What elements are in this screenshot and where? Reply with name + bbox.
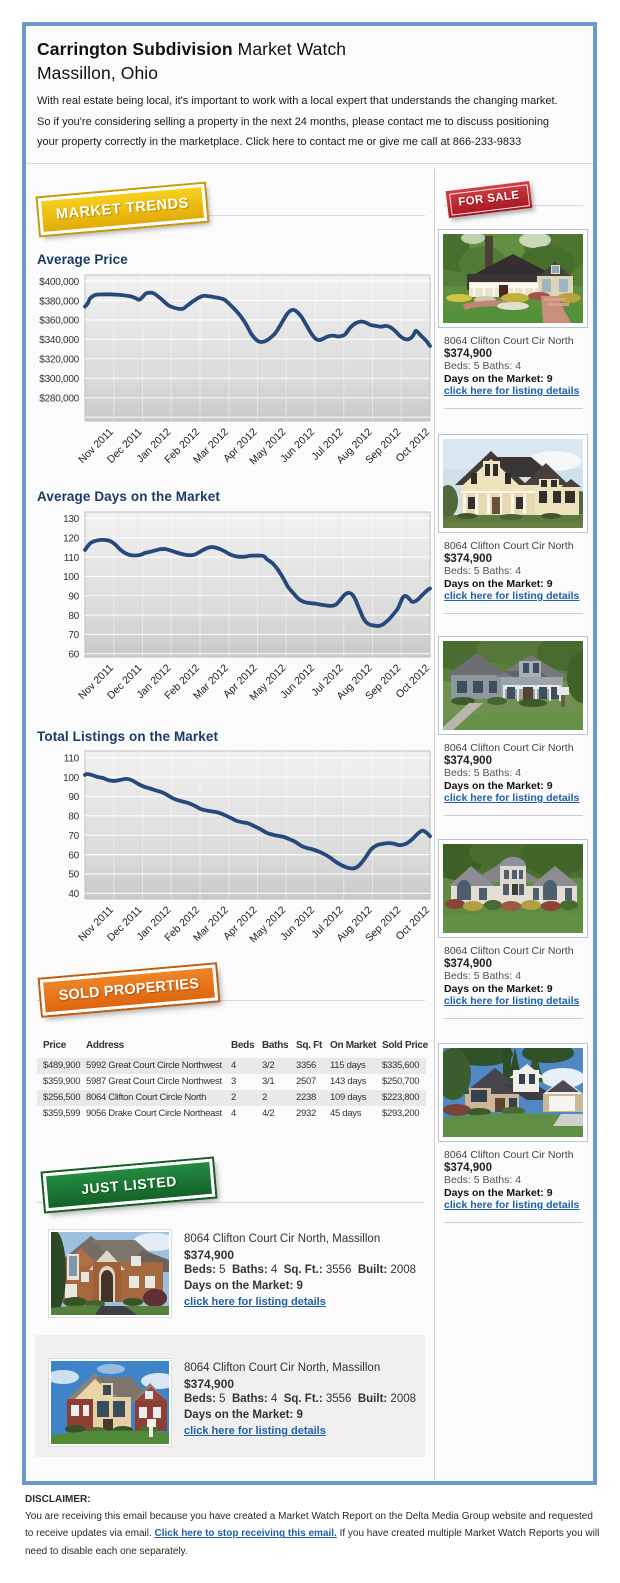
- svg-text:60: 60: [68, 850, 79, 861]
- svg-text:80: 80: [68, 812, 79, 823]
- svg-text:110: 110: [64, 754, 80, 765]
- svg-text:50: 50: [68, 870, 79, 881]
- svg-text:$300,000: $300,000: [39, 374, 79, 385]
- svg-text:$380,000: $380,000: [39, 296, 79, 307]
- svg-text:130: 130: [63, 514, 80, 525]
- svg-text:60: 60: [68, 650, 79, 661]
- svg-text:120: 120: [63, 534, 80, 545]
- svg-text:70: 70: [68, 831, 79, 842]
- svg-text:$320,000: $320,000: [39, 355, 79, 366]
- svg-text:100: 100: [63, 572, 80, 583]
- svg-text:$280,000: $280,000: [39, 394, 79, 405]
- svg-text:90: 90: [68, 792, 79, 803]
- svg-text:$360,000: $360,000: [39, 316, 79, 327]
- svg-text:90: 90: [68, 592, 79, 603]
- svg-text:100: 100: [63, 773, 80, 784]
- svg-text:110: 110: [64, 553, 80, 564]
- svg-text:70: 70: [68, 630, 79, 641]
- svg-text:$340,000: $340,000: [39, 335, 79, 346]
- svg-text:40: 40: [68, 889, 79, 900]
- svg-text:$400,000: $400,000: [39, 277, 79, 288]
- svg-text:80: 80: [68, 611, 79, 622]
